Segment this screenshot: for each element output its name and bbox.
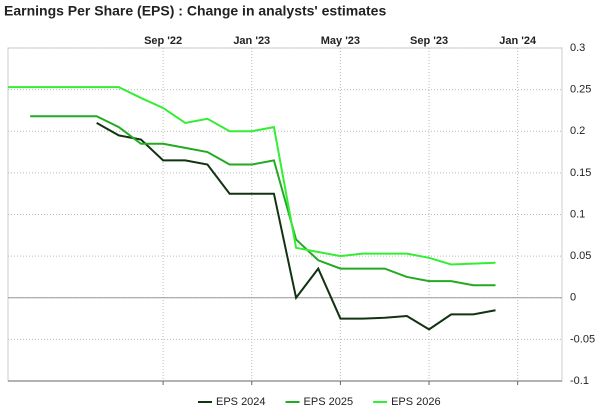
x-tick-label: May '23 [321,35,360,47]
y-tick-label: 0.3 [570,42,585,54]
y-tick-label: -0.1 [570,375,589,387]
legend-label: EPS 2026 [391,396,441,408]
y-tick-label: -0.05 [570,333,595,345]
legend-label: EPS 2025 [304,396,354,408]
y-tick-label: 0 [570,292,576,304]
legend-label: EPS 2024 [216,396,266,408]
x-tick-label: Sep '22 [144,35,182,47]
series-line [30,115,496,287]
series-line [96,122,496,331]
y-tick-label: 0.1 [570,208,585,220]
chart-title: Earnings Per Share (EPS) : Change in ana… [4,3,386,19]
y-tick-label: 0.05 [570,250,591,262]
x-tick-label: Jan '23 [233,35,270,47]
x-tick-label: Jan '24 [499,35,537,47]
series-line [8,86,496,266]
y-tick-label: 0.15 [570,167,591,179]
x-tick-label: Sep '23 [410,35,448,47]
y-tick-label: 0.25 [570,84,591,96]
y-tick-label: 0.2 [570,125,585,137]
